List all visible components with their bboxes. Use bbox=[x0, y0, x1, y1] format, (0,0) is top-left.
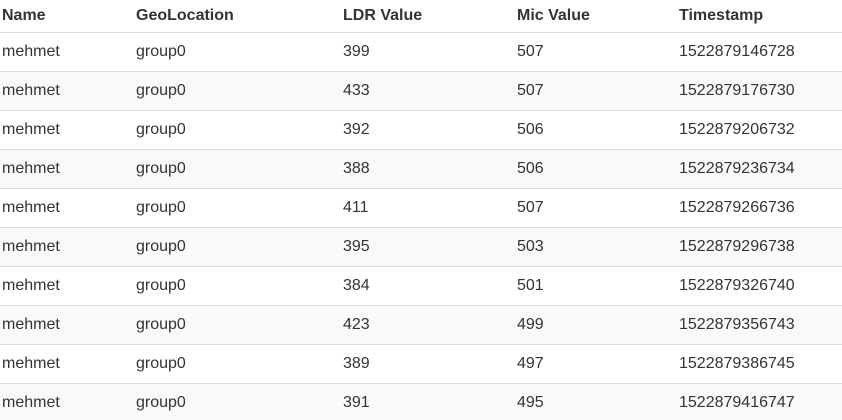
cell-name: mehmet bbox=[0, 227, 134, 267]
cell-geolocation: group0 bbox=[134, 110, 341, 150]
cell-name: mehmet bbox=[0, 32, 134, 72]
cell-name: mehmet bbox=[0, 188, 134, 228]
cell-name: mehmet bbox=[0, 383, 134, 420]
cell-geolocation: group0 bbox=[134, 383, 341, 420]
cell-ldr-value: 433 bbox=[341, 71, 515, 111]
table-row: mehmet group0 384 501 1522879326740 bbox=[0, 266, 842, 306]
column-header-timestamp: Timestamp bbox=[677, 0, 842, 33]
column-header-ldr-value: LDR Value bbox=[341, 0, 515, 33]
cell-name: mehmet bbox=[0, 149, 134, 189]
cell-mic-value: 506 bbox=[515, 149, 677, 189]
cell-geolocation: group0 bbox=[134, 188, 341, 228]
cell-ldr-value: 411 bbox=[341, 188, 515, 228]
table-row: mehmet group0 388 506 1522879236734 bbox=[0, 149, 842, 189]
cell-mic-value: 497 bbox=[515, 344, 677, 384]
cell-timestamp: 1522879176730 bbox=[677, 71, 842, 111]
cell-timestamp: 1522879296738 bbox=[677, 227, 842, 267]
table-row: mehmet group0 433 507 1522879176730 bbox=[0, 71, 842, 111]
cell-mic-value: 503 bbox=[515, 227, 677, 267]
cell-geolocation: group0 bbox=[134, 149, 341, 189]
table-row: mehmet group0 399 507 1522879146728 bbox=[0, 32, 842, 72]
table-row: mehmet group0 395 503 1522879296738 bbox=[0, 227, 842, 267]
table-header: Name GeoLocation LDR Value Mic Value Tim… bbox=[0, 0, 842, 33]
cell-geolocation: group0 bbox=[134, 344, 341, 384]
cell-ldr-value: 423 bbox=[341, 305, 515, 345]
cell-timestamp: 1522879146728 bbox=[677, 32, 842, 72]
cell-name: mehmet bbox=[0, 305, 134, 345]
cell-geolocation: group0 bbox=[134, 32, 341, 72]
table-body: mehmet group0 399 507 1522879146728 mehm… bbox=[0, 32, 842, 420]
cell-mic-value: 507 bbox=[515, 71, 677, 111]
cell-ldr-value: 389 bbox=[341, 344, 515, 384]
table-row: mehmet group0 411 507 1522879266736 bbox=[0, 188, 842, 228]
cell-mic-value: 506 bbox=[515, 110, 677, 150]
cell-timestamp: 1522879236734 bbox=[677, 149, 842, 189]
cell-ldr-value: 395 bbox=[341, 227, 515, 267]
cell-name: mehmet bbox=[0, 344, 134, 384]
cell-name: mehmet bbox=[0, 266, 134, 306]
cell-name: mehmet bbox=[0, 110, 134, 150]
header-row: Name GeoLocation LDR Value Mic Value Tim… bbox=[0, 0, 842, 33]
cell-mic-value: 507 bbox=[515, 32, 677, 72]
column-header-geolocation: GeoLocation bbox=[134, 0, 341, 33]
cell-ldr-value: 392 bbox=[341, 110, 515, 150]
cell-ldr-value: 388 bbox=[341, 149, 515, 189]
column-header-mic-value: Mic Value bbox=[515, 0, 677, 33]
table-row: mehmet group0 389 497 1522879386745 bbox=[0, 344, 842, 384]
cell-mic-value: 495 bbox=[515, 383, 677, 420]
cell-geolocation: group0 bbox=[134, 227, 341, 267]
cell-geolocation: group0 bbox=[134, 266, 341, 306]
cell-timestamp: 1522879266736 bbox=[677, 188, 842, 228]
cell-timestamp: 1522879356743 bbox=[677, 305, 842, 345]
cell-timestamp: 1522879206732 bbox=[677, 110, 842, 150]
cell-timestamp: 1522879386745 bbox=[677, 344, 842, 384]
cell-name: mehmet bbox=[0, 71, 134, 111]
cell-mic-value: 499 bbox=[515, 305, 677, 345]
table-row: mehmet group0 392 506 1522879206732 bbox=[0, 110, 842, 150]
cell-ldr-value: 399 bbox=[341, 32, 515, 72]
table-row: mehmet group0 423 499 1522879356743 bbox=[0, 305, 842, 345]
cell-geolocation: group0 bbox=[134, 305, 341, 345]
cell-mic-value: 507 bbox=[515, 188, 677, 228]
cell-geolocation: group0 bbox=[134, 71, 341, 111]
cell-timestamp: 1522879416747 bbox=[677, 383, 842, 420]
cell-ldr-value: 384 bbox=[341, 266, 515, 306]
cell-ldr-value: 391 bbox=[341, 383, 515, 420]
table-row: mehmet group0 391 495 1522879416747 bbox=[0, 383, 842, 420]
cell-timestamp: 1522879326740 bbox=[677, 266, 842, 306]
column-header-name: Name bbox=[0, 0, 134, 33]
cell-mic-value: 501 bbox=[515, 266, 677, 306]
